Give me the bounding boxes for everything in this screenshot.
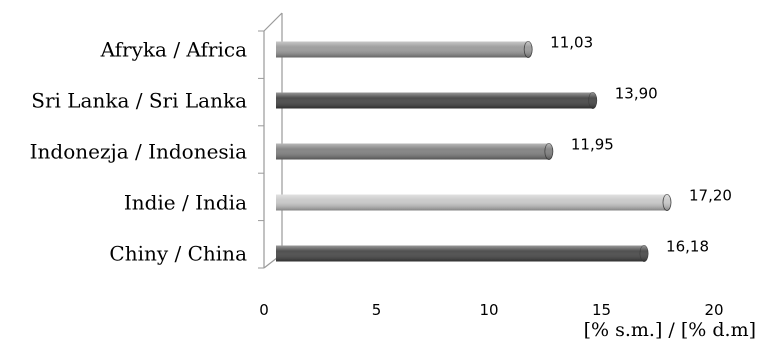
bar-shading xyxy=(276,41,529,58)
x-tick-label: 10 xyxy=(479,301,498,319)
x-tick-label: 5 xyxy=(372,301,382,319)
data-label: 11,95 xyxy=(571,136,614,154)
category-label: Indonezja / Indonesia xyxy=(30,140,247,164)
bar-group xyxy=(276,92,598,109)
bar-shading xyxy=(276,143,549,160)
bar-group xyxy=(276,41,533,58)
category-label: Chiny / China xyxy=(109,242,247,266)
x-tick-label: 20 xyxy=(704,301,723,319)
labels: 0 5 10 15 20[% s.m.] / [% d.m] 11,03 Afryka / … xyxy=(30,34,756,340)
bar-end-cap-shading xyxy=(663,194,671,211)
bar-shading xyxy=(276,245,645,262)
bar-shading xyxy=(276,194,667,211)
bar-end-cap-shading xyxy=(524,41,533,58)
bars xyxy=(276,41,672,262)
category-label: Sri Lanka / Sri Lanka xyxy=(31,89,247,113)
top-depth-line xyxy=(263,12,283,32)
x-axis-title: [% s.m.] / [% d.m] xyxy=(584,319,756,340)
data-label: 16,18 xyxy=(666,238,709,256)
category-label: Indie / India xyxy=(124,191,247,215)
bar-shading xyxy=(276,92,593,109)
category-label: Afryka / Africa xyxy=(100,38,248,62)
x-tick-label: 0 xyxy=(259,301,269,319)
bar-end-cap-shading xyxy=(544,143,553,160)
bar-end-cap-shading xyxy=(588,92,597,109)
data-label: 13,90 xyxy=(615,85,658,103)
bar-group xyxy=(276,143,554,160)
bar-group xyxy=(276,194,672,211)
x-tick-label: 15 xyxy=(592,301,611,319)
data-label: 11,03 xyxy=(550,34,593,52)
bar-end-cap-shading xyxy=(640,245,649,262)
bar-group xyxy=(276,245,649,262)
data-label: 17,20 xyxy=(689,187,732,205)
